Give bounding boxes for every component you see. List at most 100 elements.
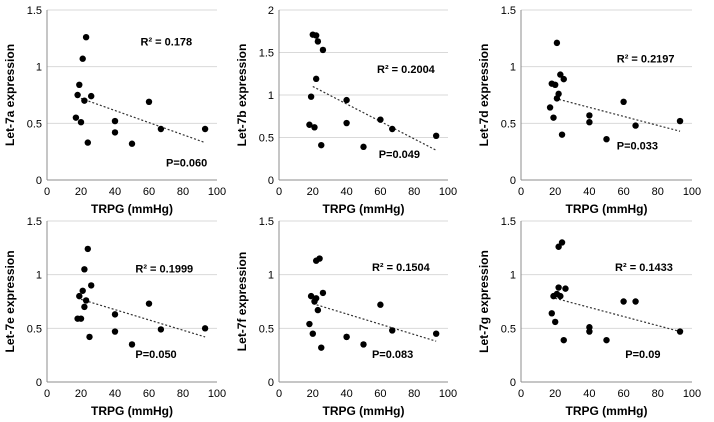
data-point — [306, 121, 313, 128]
x-tick-label: 0 — [518, 186, 524, 198]
y-tick-label: 0 — [36, 175, 42, 187]
data-point — [145, 98, 153, 106]
data-point — [586, 119, 593, 126]
r-squared-label: R² = 0.1433 — [615, 262, 673, 274]
data-point — [84, 139, 92, 146]
x-tick-label: 80 — [408, 388, 420, 400]
y-tick-label: 0.5 — [27, 323, 42, 335]
y-tick-label: 2 — [268, 5, 274, 17]
p-value-label: P=0.033 — [617, 140, 658, 152]
x-tick-label: 100 — [439, 388, 457, 400]
data-point — [312, 32, 320, 39]
y-tick-label: 1.5 — [501, 5, 516, 17]
data-point — [81, 303, 88, 311]
data-point — [620, 298, 627, 305]
x-tick-label: 80 — [652, 186, 664, 198]
x-tick-label: 100 — [208, 388, 226, 400]
data-point — [84, 245, 92, 253]
trendline — [312, 85, 437, 151]
y-tick-label: 1 — [268, 90, 274, 102]
data-point — [72, 114, 80, 121]
y-axis-title: Let-7d expression — [477, 44, 491, 147]
data-point — [552, 81, 559, 89]
x-tick-label: 80 — [652, 388, 664, 400]
y-axis-title: Let-7b expression — [235, 44, 249, 147]
trendline — [312, 303, 437, 342]
data-point — [550, 114, 557, 121]
scatter-panel-5: 0 0.5 1 1.5 0 20 40 60 80 100 TRPG (mmHg) Let-7f ex… — [235, 216, 457, 418]
x-tick-label: 80 — [177, 388, 189, 400]
data-point — [111, 129, 119, 136]
data-point — [319, 289, 327, 297]
data-point — [111, 117, 119, 125]
data-point — [312, 75, 320, 83]
data-point — [632, 122, 639, 129]
y-tick-label: 1.5 — [259, 216, 274, 228]
data-point — [76, 81, 83, 89]
data-point — [86, 333, 93, 341]
data-point — [562, 285, 569, 292]
scatter-panel-1: 0 0.5 1 1.5 0 20 40 60 80 100 TRPG (mmHg) Let-7a ex… — [3, 5, 226, 216]
data-point — [111, 311, 119, 318]
data-point — [77, 315, 85, 322]
x-tick-label: 80 — [408, 186, 420, 198]
data-point — [157, 326, 165, 333]
y-axis-title: Let-7a expression — [3, 44, 17, 146]
y-axis-title: Let-7f expression — [235, 252, 249, 351]
r-squared-label: R² = 0.2197 — [617, 54, 675, 66]
y-tick-label: 1 — [510, 62, 516, 74]
x-tick-label: 40 — [109, 186, 121, 198]
x-tick-label: 60 — [374, 186, 386, 198]
x-tick-label: 0 — [276, 388, 282, 400]
data-point — [343, 119, 350, 127]
y-tick-label: 1.5 — [27, 5, 42, 17]
data-point — [318, 344, 325, 351]
x-tick-label: 60 — [617, 186, 629, 198]
data-point — [145, 300, 153, 307]
data-point — [128, 140, 136, 147]
data-point — [676, 328, 684, 335]
y-axis-title: Let-7g expression — [477, 250, 491, 353]
data-point — [603, 136, 610, 143]
x-tick-label: 20 — [307, 186, 319, 198]
data-point — [548, 310, 555, 317]
data-point — [309, 330, 316, 337]
y-tick-label: 0 — [268, 175, 274, 187]
scatter-panel-6: 0 0.5 1 1.5 0 20 40 60 80 100 TRPG (mmHg) Let-7g ex… — [477, 216, 701, 418]
r-squared-label: R² = 0.2004 — [377, 64, 436, 76]
x-tick-label: 20 — [307, 388, 319, 400]
x-tick-label: 40 — [340, 388, 352, 400]
data-point — [558, 131, 566, 138]
trendline — [80, 97, 206, 144]
x-tick-label: 60 — [143, 186, 155, 198]
data-point — [82, 34, 90, 41]
x-tick-label: 100 — [439, 186, 457, 198]
data-point — [111, 328, 119, 335]
data-point — [432, 330, 440, 337]
x-tick-label: 40 — [109, 388, 121, 400]
data-point — [319, 46, 327, 54]
data-point — [360, 341, 367, 348]
y-tick-label: 1.5 — [27, 216, 42, 228]
data-point — [377, 301, 384, 308]
x-tick-label: 60 — [143, 388, 155, 400]
data-point — [81, 266, 88, 273]
y-tick-label: 1 — [268, 270, 274, 282]
y-tick-label: 1.5 — [501, 216, 516, 228]
y-tick-label: 0 — [36, 377, 42, 389]
data-point — [343, 96, 350, 104]
data-point — [546, 104, 554, 111]
x-tick-label: 0 — [518, 388, 524, 400]
p-value-label: P=0.09 — [625, 349, 660, 361]
data-point — [76, 292, 83, 300]
data-point — [343, 333, 350, 341]
data-point — [128, 341, 136, 348]
data-point — [560, 75, 567, 83]
r-squared-label: R² = 0.178 — [141, 37, 193, 49]
data-point — [560, 336, 567, 344]
data-point — [307, 93, 315, 100]
x-axis-title: TRPG (mmHg) — [323, 202, 405, 216]
y-tick-label: 0.5 — [501, 118, 516, 130]
